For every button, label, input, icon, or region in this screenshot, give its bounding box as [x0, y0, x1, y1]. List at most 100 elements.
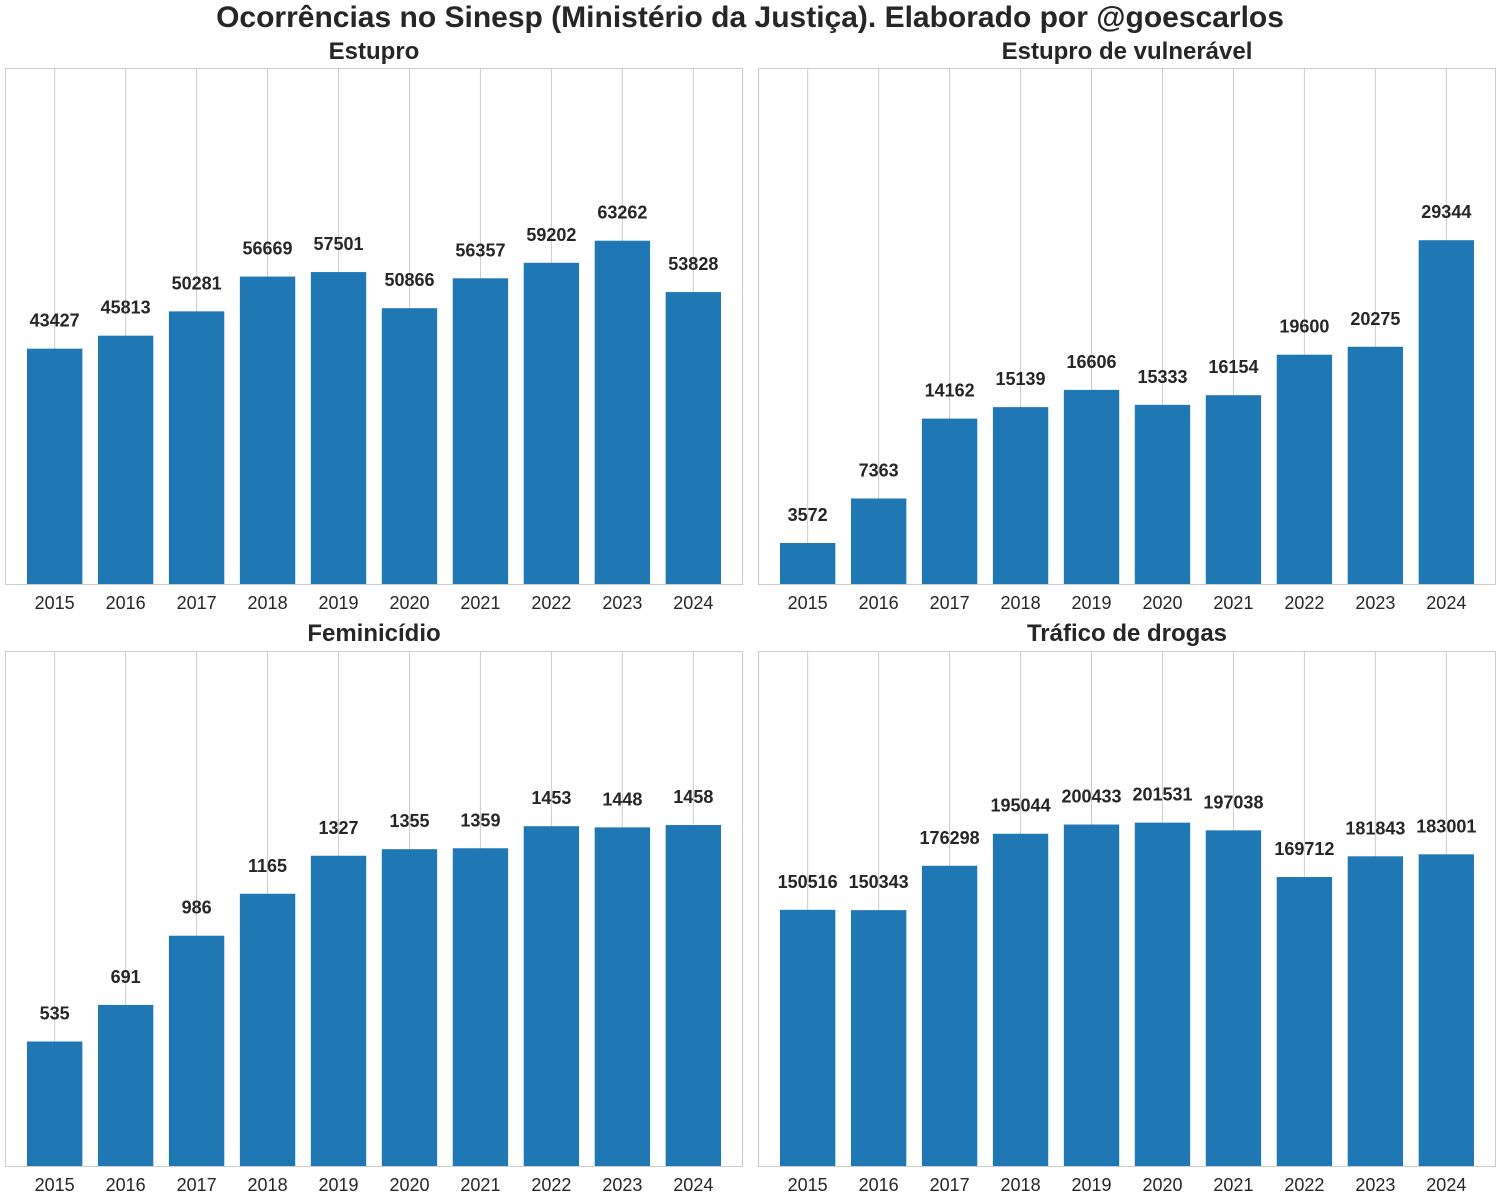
bar-2024: [1418, 240, 1475, 585]
x-tick-label: 2023: [602, 593, 642, 613]
bar-2021: [1205, 395, 1262, 585]
bar-2020: [381, 308, 438, 585]
bar-2018: [992, 407, 1049, 585]
bar-2022: [523, 826, 580, 1167]
x-tick-label: 2021: [460, 593, 500, 613]
bar-value-label: 29344: [1421, 202, 1471, 222]
x-tick-label: 2020: [1142, 593, 1182, 613]
panel-title-trafico-de-drogas: Tráfico de drogas: [1026, 620, 1228, 647]
x-tick-label: 2024: [1426, 593, 1466, 613]
bar-value-label: 57501: [313, 234, 363, 254]
bar-2020: [1134, 404, 1191, 585]
x-tick-label: 2024: [1426, 1175, 1466, 1195]
x-tick-label: 2022: [1284, 1175, 1324, 1195]
bar-value-label: 14162: [925, 381, 975, 401]
bar-value-label: 1165: [248, 856, 287, 876]
bar-value-label: 56357: [455, 240, 505, 260]
x-tick-label: 2019: [1071, 1175, 1111, 1195]
bar-value-label: 3572: [788, 505, 828, 525]
x-tick-label: 2022: [531, 593, 571, 613]
x-tick-label: 2016: [106, 593, 146, 613]
bar-value-label: 183001: [1416, 816, 1476, 836]
bar-value-label: 50866: [384, 270, 434, 290]
bar-2021: [452, 848, 509, 1167]
bar-value-label: 1355: [389, 811, 429, 831]
x-tick-label: 2021: [1213, 593, 1253, 613]
bar-value-label: 150516: [778, 872, 838, 892]
bar-value-label: 1448: [602, 789, 642, 809]
bar-value-label: 50281: [172, 273, 222, 293]
bar-value-label: 1458: [673, 787, 713, 807]
bar-value-label: 200433: [1061, 787, 1121, 807]
bar-value-label: 19600: [1279, 317, 1329, 337]
bar-value-label: 197038: [1203, 792, 1263, 812]
bar-2023: [594, 827, 651, 1167]
bar-2016: [850, 910, 907, 1167]
bar-2024: [665, 292, 722, 585]
bar-2023: [594, 240, 651, 585]
bar-2021: [452, 278, 509, 585]
bar-value-label: 169712: [1274, 839, 1334, 859]
bar-value-label: 20275: [1350, 309, 1400, 329]
bar-value-label: 195044: [991, 796, 1051, 816]
bar-value-label: 1359: [460, 810, 500, 830]
panel-title-feminicidio: Feminicídio: [307, 620, 441, 647]
bar-2024: [665, 825, 722, 1167]
bar-value-label: 201531: [1132, 785, 1192, 805]
bar-2019: [310, 855, 367, 1167]
x-tick-label: 2019: [318, 593, 358, 613]
bar-2022: [523, 262, 580, 585]
bar-2015: [779, 909, 836, 1167]
x-tick-label: 2024: [673, 593, 713, 613]
bar-2021: [1205, 830, 1262, 1167]
x-tick-label: 2020: [389, 593, 429, 613]
panel-title-estupro: Estupro: [328, 38, 420, 65]
x-tick-label: 2015: [35, 1175, 75, 1195]
bar-2016: [97, 335, 154, 585]
bar-value-label: 176298: [920, 828, 980, 848]
bar-value-label: 7363: [859, 460, 899, 480]
bar-2017: [168, 935, 225, 1167]
bar-2020: [1134, 822, 1191, 1167]
x-tick-label: 2022: [531, 1175, 571, 1195]
x-tick-label: 2020: [389, 1175, 429, 1195]
bar-2017: [168, 311, 225, 585]
bar-2017: [921, 865, 978, 1167]
bar-value-label: 43427: [30, 311, 80, 331]
chart-feminicidio: 535 2015 691 2016 986 2017 1165 2018 1327 2019 135…: [5, 651, 743, 1195]
chart-estupro-de-vulneravel: 3572 2015 7363 2016 14162 2017 15139 2018 16606 2…: [758, 68, 1496, 613]
x-tick-label: 2015: [788, 1175, 828, 1195]
bar-2015: [26, 1041, 83, 1167]
bar-2023: [1347, 856, 1404, 1167]
x-tick-label: 2018: [1001, 1175, 1041, 1195]
bar-value-label: 181843: [1345, 818, 1405, 838]
x-tick-label: 2023: [1355, 593, 1395, 613]
bar-2019: [310, 272, 367, 585]
bar-2020: [381, 849, 438, 1167]
bar-value-label: 15333: [1137, 367, 1187, 387]
x-tick-label: 2020: [1142, 1175, 1182, 1195]
bar-2019: [1063, 389, 1120, 585]
bar-2023: [1347, 346, 1404, 585]
bar-2018: [239, 893, 296, 1167]
x-tick-label: 2022: [1284, 593, 1324, 613]
bar-value-label: 691: [111, 967, 141, 987]
bar-2018: [239, 276, 296, 585]
bar-value-label: 1453: [531, 788, 571, 808]
axes-frame: [758, 651, 1496, 1167]
bar-2024: [1418, 854, 1475, 1167]
bar-2016: [97, 1004, 154, 1167]
bar-value-label: 59202: [526, 225, 576, 245]
panel-title-estupro-de-vulneravel: Estupro de vulnerável: [1001, 38, 1253, 65]
x-tick-label: 2017: [930, 593, 970, 613]
x-tick-label: 2018: [248, 593, 288, 613]
x-tick-label: 2017: [930, 1175, 970, 1195]
x-tick-label: 2016: [106, 1175, 146, 1195]
bar-2016: [850, 498, 907, 585]
x-tick-label: 2021: [460, 1175, 500, 1195]
axes-frame: [5, 651, 743, 1167]
bar-2022: [1276, 877, 1333, 1167]
bar-value-label: 56669: [243, 239, 293, 259]
bar-value-label: 15139: [996, 369, 1046, 389]
x-tick-label: 2015: [35, 593, 75, 613]
